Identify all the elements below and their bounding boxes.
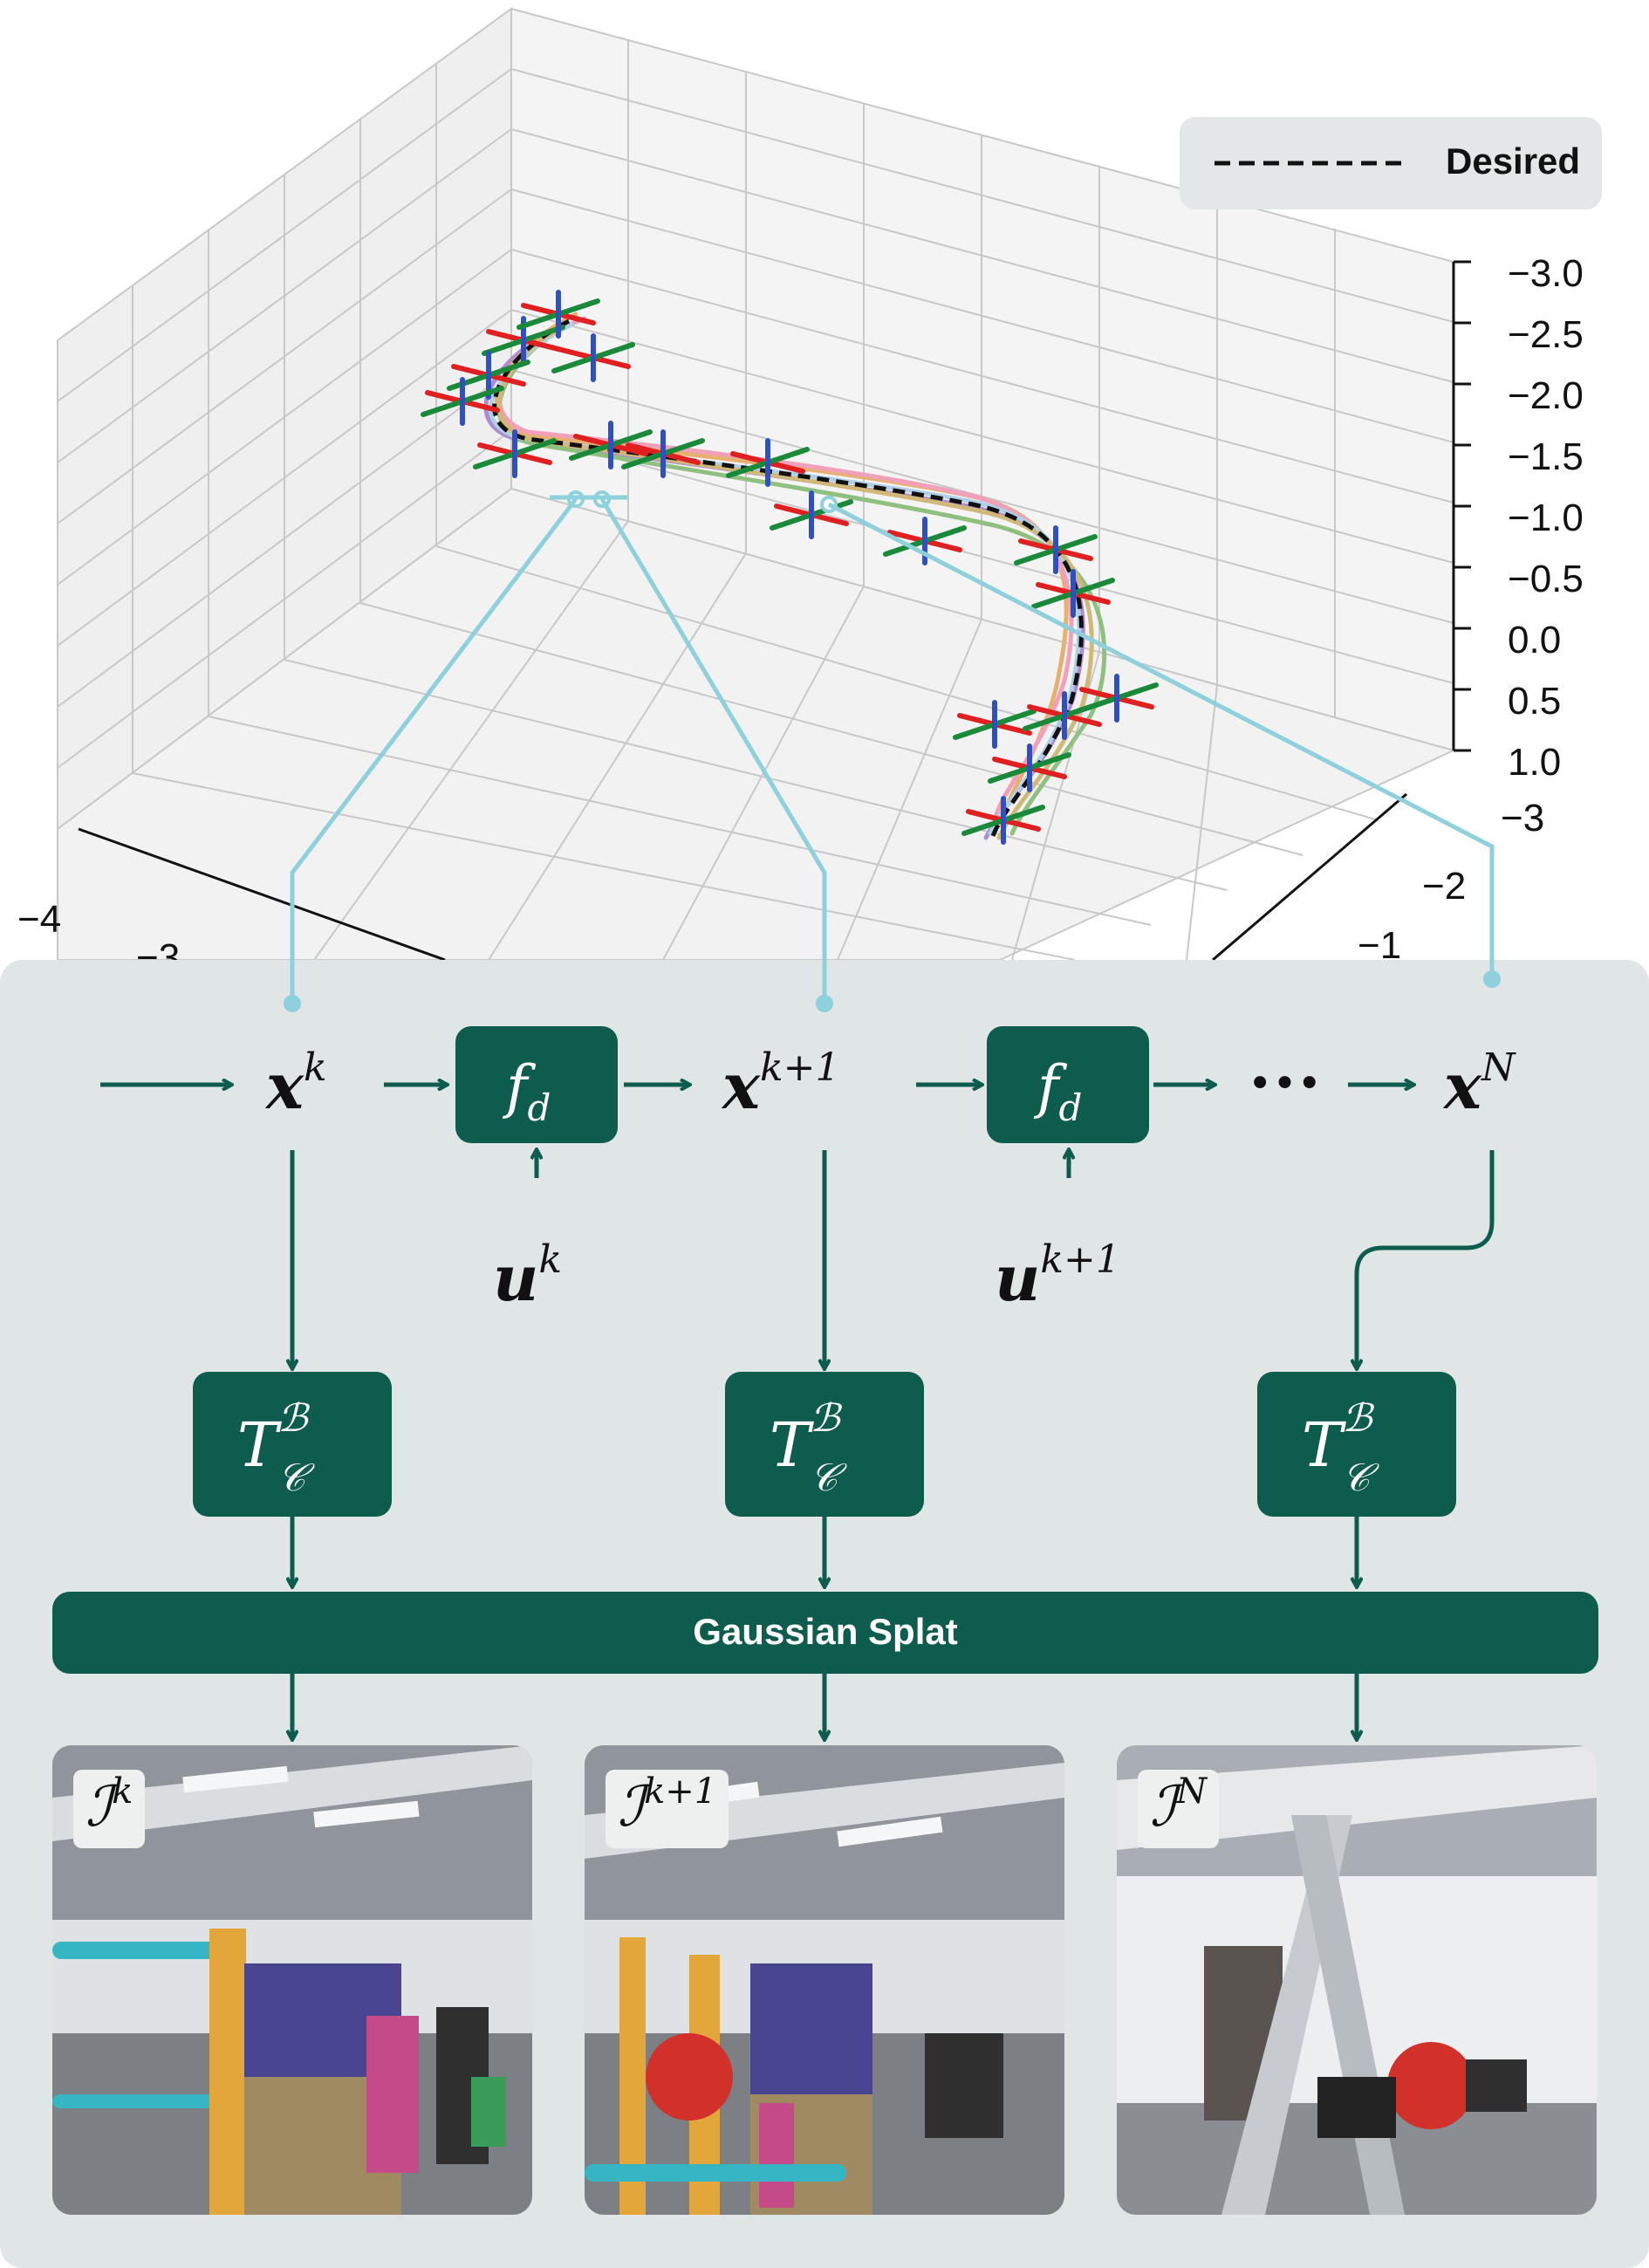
z-tick-label: −2.5 — [1508, 313, 1584, 356]
svg-text:T: T — [1302, 1409, 1346, 1481]
camera-transform-box: T ℬ 𝒞 — [193, 1372, 392, 1517]
state-x-N: xN — [1442, 1045, 1516, 1123]
svg-text:ℬ: ℬ — [277, 1396, 311, 1441]
z-ticks — [1454, 260, 1471, 752]
z-tick-labels: −3.0 −2.5 −2.0 −1.5 −1.0 −0.5 0.0 0.5 1.… — [17, 252, 1584, 960]
dynamics-box: fd — [455, 1026, 618, 1143]
legend-dash-swatch — [1215, 161, 1408, 166]
rendered-image-k: ℐk — [52, 1745, 532, 2215]
gaussian-splat-bar: Gaussian Splat — [52, 1592, 1598, 1674]
y-tick-label: −3 — [1501, 797, 1544, 839]
z-tick-label: −1.0 — [1508, 497, 1584, 539]
plot-legend: Desired — [1180, 117, 1602, 209]
image-label-k1: ℐk+1 — [606, 1770, 729, 1848]
gaussian-splat-label: Gaussian Splat — [693, 1611, 957, 1652]
x-tick-label: −3 — [136, 936, 180, 960]
state-x-k1: xk+1 — [721, 1045, 839, 1123]
desired-trajectory — [492, 319, 1084, 837]
chain-arrows — [100, 1085, 1495, 1739]
dynamics-box: fd — [987, 1026, 1149, 1143]
camera-transform-box: T ℬ 𝒞 — [1257, 1372, 1456, 1517]
z-tick-label: 0.0 — [1508, 619, 1561, 661]
svg-text:T: T — [237, 1409, 282, 1481]
y-tick-label: −1 — [1358, 924, 1401, 960]
input-u-k: uk — [493, 1237, 562, 1315]
camera-transform-box: T ℬ 𝒞 — [725, 1372, 924, 1517]
x-tick-label: −4 — [17, 898, 61, 941]
plot-connectors — [290, 497, 1495, 1004]
rendered-image-N: ℐN — [1117, 1745, 1597, 2215]
z-tick-label: −2.0 — [1508, 374, 1584, 417]
svg-text:T: T — [770, 1409, 814, 1481]
z-tick-label: −0.5 — [1508, 558, 1584, 600]
ellipsis: ••• — [1248, 1059, 1322, 1108]
orientation-frames — [421, 290, 1159, 845]
svg-text:ℬ: ℬ — [1342, 1396, 1375, 1441]
trajectory-3d-plot: −3.0 −2.5 −2.0 −1.5 −1.0 −0.5 0.0 0.5 1.… — [17, 7, 1584, 960]
image-label-N: ℐN — [1138, 1770, 1220, 1848]
z-tick-label: 1.0 — [1508, 741, 1561, 784]
connector-dots — [284, 970, 1501, 1012]
svg-text:ℬ: ℬ — [810, 1396, 843, 1441]
plot-grid — [57, 7, 1456, 960]
render-scene — [1117, 1745, 1597, 2215]
y-tick-label: −2 — [1422, 865, 1466, 908]
state-x-k: xk — [264, 1045, 327, 1123]
legend-label: Desired — [1446, 140, 1581, 182]
rendered-image-k1: ℐk+1 — [585, 1745, 1064, 2215]
input-u-k1: uk+1 — [995, 1237, 1120, 1315]
z-tick-label: 0.5 — [1508, 680, 1561, 723]
z-tick-label: −1.5 — [1508, 435, 1584, 478]
image-label-k: ℐk — [73, 1770, 146, 1848]
z-tick-label: −3.0 — [1508, 252, 1584, 295]
